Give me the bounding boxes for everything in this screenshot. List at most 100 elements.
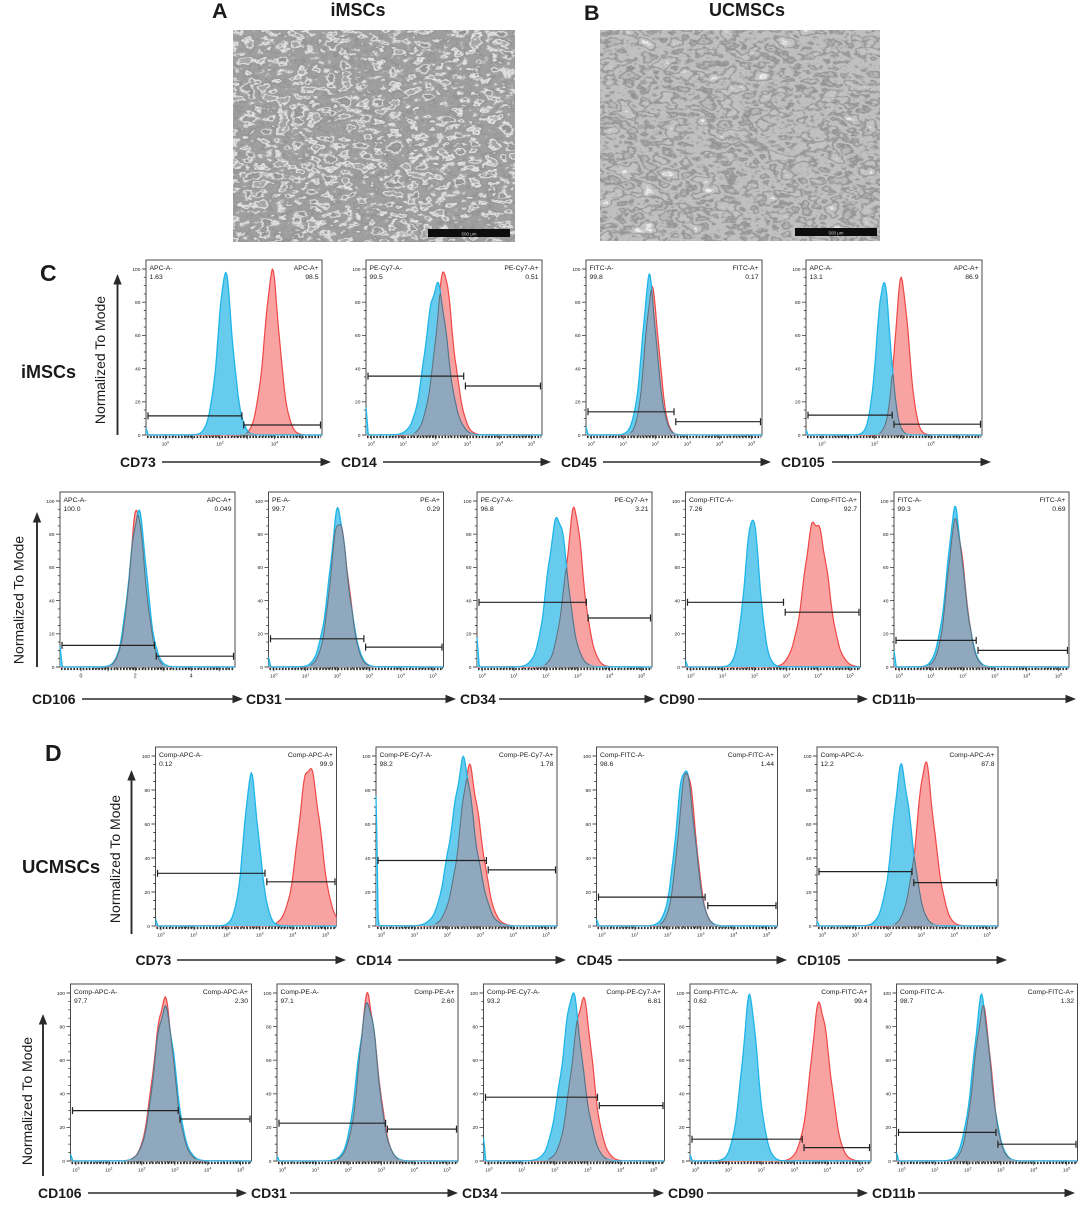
svg-text:0.29: 0.29 xyxy=(427,506,440,513)
svg-text:96.8: 96.8 xyxy=(481,506,494,513)
svg-text:APC-A+: APC-A+ xyxy=(207,497,232,504)
svg-text:Comp-FITC-A+: Comp-FITC-A+ xyxy=(728,752,774,759)
svg-text:100: 100 xyxy=(463,499,471,505)
svg-text:20: 20 xyxy=(795,400,801,406)
svg-text:102: 102 xyxy=(959,673,966,680)
svg-text:1.44: 1.44 xyxy=(761,761,774,768)
svg-text:0: 0 xyxy=(469,665,472,671)
svg-text:104: 104 xyxy=(411,1167,418,1174)
svg-text:PE-Cy7-A+: PE-Cy7-A+ xyxy=(614,497,648,504)
svg-text:0: 0 xyxy=(588,924,591,930)
svg-text:40: 40 xyxy=(365,856,371,862)
svg-text:99.5: 99.5 xyxy=(370,274,383,281)
svg-text:20: 20 xyxy=(258,632,264,638)
svg-text:0: 0 xyxy=(886,665,889,671)
svg-text:80: 80 xyxy=(795,300,801,306)
svg-text:100: 100 xyxy=(270,673,277,680)
svg-text:40: 40 xyxy=(60,1092,66,1098)
svg-text:102: 102 xyxy=(216,441,223,448)
svg-text:Normalized To Mode: Normalized To Mode xyxy=(92,296,108,424)
svg-text:97.1: 97.1 xyxy=(281,998,294,1005)
svg-text:101: 101 xyxy=(411,932,418,939)
svg-text:103: 103 xyxy=(697,932,704,939)
svg-text:80: 80 xyxy=(473,1024,479,1030)
svg-text:Comp-FITC-A-: Comp-FITC-A- xyxy=(600,752,645,759)
svg-text:80: 80 xyxy=(466,532,472,538)
svg-text:93.2: 93.2 xyxy=(487,998,500,1005)
svg-text:100: 100 xyxy=(583,754,591,760)
svg-text:iMSCs: iMSCs xyxy=(21,362,76,382)
svg-text:80: 80 xyxy=(586,788,592,794)
svg-text:102: 102 xyxy=(758,1167,765,1174)
svg-text:104: 104 xyxy=(716,441,723,448)
svg-text:CD45: CD45 xyxy=(561,454,597,470)
svg-text:103: 103 xyxy=(378,1167,385,1174)
svg-text:1.32: 1.32 xyxy=(1061,998,1074,1005)
svg-text:Comp-FITC-A+: Comp-FITC-A+ xyxy=(811,497,857,504)
svg-text:100: 100 xyxy=(255,499,263,505)
svg-text:102: 102 xyxy=(551,1167,558,1174)
svg-text:0.17: 0.17 xyxy=(745,274,758,281)
svg-text:101: 101 xyxy=(518,1167,525,1174)
svg-text:Comp-PE-Cy7-A+: Comp-PE-Cy7-A+ xyxy=(499,752,554,759)
svg-text:104: 104 xyxy=(289,932,296,939)
svg-text:100: 100 xyxy=(72,1167,79,1174)
svg-text:B: B xyxy=(584,1,600,25)
svg-text:0: 0 xyxy=(260,665,263,671)
svg-text:FITC-A+: FITC-A+ xyxy=(1040,497,1066,504)
svg-text:103: 103 xyxy=(366,673,373,680)
svg-text:104: 104 xyxy=(951,932,958,939)
svg-text:100: 100 xyxy=(896,673,903,680)
svg-text:102: 102 xyxy=(664,932,671,939)
svg-text:104: 104 xyxy=(927,441,934,448)
svg-text:60: 60 xyxy=(355,333,361,339)
svg-text:99.7: 99.7 xyxy=(272,506,285,513)
svg-text:103: 103 xyxy=(991,673,998,680)
svg-text:102: 102 xyxy=(542,673,549,680)
svg-text:CD14: CD14 xyxy=(356,952,392,968)
svg-text:100: 100 xyxy=(470,991,478,997)
svg-text:60: 60 xyxy=(145,822,151,828)
svg-text:105: 105 xyxy=(1055,673,1062,680)
svg-text:CD31: CD31 xyxy=(246,691,282,707)
svg-text:103: 103 xyxy=(997,1167,1004,1174)
svg-text:60: 60 xyxy=(806,822,812,828)
svg-text:0: 0 xyxy=(798,433,801,439)
svg-text:105: 105 xyxy=(846,673,853,680)
svg-text:0.69: 0.69 xyxy=(1052,506,1065,513)
svg-text:Normalized To Mode: Normalized To Mode xyxy=(19,1037,35,1165)
svg-text:103: 103 xyxy=(574,673,581,680)
svg-text:80: 80 xyxy=(355,300,361,306)
svg-text:Comp-APC-A+: Comp-APC-A+ xyxy=(203,989,248,996)
svg-text:105: 105 xyxy=(748,441,755,448)
svg-text:100: 100 xyxy=(263,991,271,997)
svg-text:102: 102 xyxy=(432,441,439,448)
svg-text:101: 101 xyxy=(852,932,859,939)
svg-text:80: 80 xyxy=(49,532,55,538)
svg-text:104: 104 xyxy=(606,673,613,680)
svg-text:20: 20 xyxy=(49,632,55,638)
svg-text:60: 60 xyxy=(575,333,581,339)
svg-text:105: 105 xyxy=(237,1167,244,1174)
svg-text:20: 20 xyxy=(266,1125,272,1131)
svg-text:20: 20 xyxy=(675,632,681,638)
svg-text:80: 80 xyxy=(145,788,151,794)
svg-text:20: 20 xyxy=(883,632,889,638)
svg-text:Comp-PE-Cy7-A+: Comp-PE-Cy7-A+ xyxy=(606,989,661,996)
svg-text:105: 105 xyxy=(542,932,549,939)
svg-text:0: 0 xyxy=(475,1159,478,1165)
svg-text:20: 20 xyxy=(575,400,581,406)
svg-text:104: 104 xyxy=(1030,1167,1037,1174)
svg-text:101: 101 xyxy=(927,673,934,680)
svg-text:0: 0 xyxy=(269,1159,272,1165)
svg-text:104: 104 xyxy=(271,441,278,448)
svg-text:100: 100 xyxy=(57,991,65,997)
svg-text:40: 40 xyxy=(355,366,361,372)
svg-text:105: 105 xyxy=(528,441,535,448)
svg-text:40: 40 xyxy=(795,366,801,372)
svg-text:40: 40 xyxy=(675,598,681,604)
svg-text:100: 100 xyxy=(46,499,54,505)
svg-text:CD106: CD106 xyxy=(32,691,76,707)
svg-text:102: 102 xyxy=(871,441,878,448)
svg-text:100: 100 xyxy=(672,499,680,505)
